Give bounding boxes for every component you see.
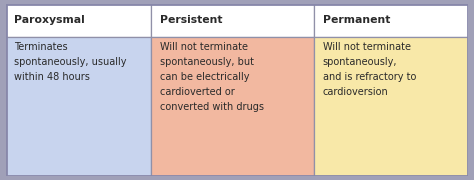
Bar [314,4,468,37]
Bar [151,4,314,37]
Bar [314,37,468,176]
Bar [151,37,314,176]
Text: Will not terminate
spontaneously, but
can be electrically
cardioverted or
conver: Will not terminate spontaneously, but ca… [160,42,264,112]
Text: Persistent: Persistent [160,15,222,25]
Bar [6,4,151,37]
Text: Paroxysmal: Paroxysmal [14,15,85,25]
Bar [6,37,151,176]
Text: Terminates
spontaneously, usually
within 48 hours: Terminates spontaneously, usually within… [14,42,127,82]
Text: Permanent: Permanent [323,15,390,25]
Text: Will not terminate
spontaneously,
and is refractory to
cardioversion: Will not terminate spontaneously, and is… [323,42,416,97]
